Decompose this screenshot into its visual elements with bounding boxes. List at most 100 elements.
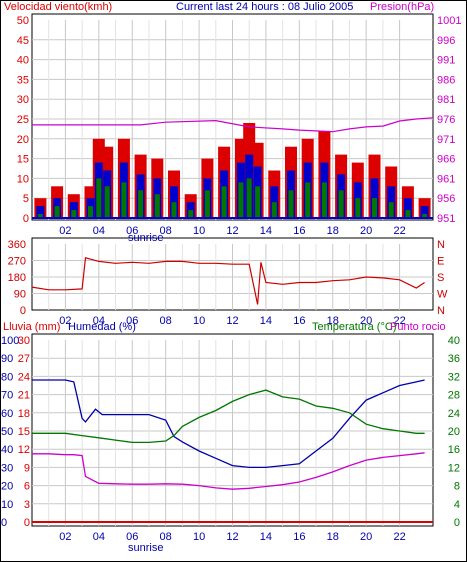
temperature-line [32,389,425,444]
temp-title: Temperatura (°C) [312,321,396,333]
climate-x-tick-label: 04 [93,531,105,543]
pressure-y-tick-label: 966 [437,154,455,166]
wind-min-bar [271,202,277,218]
humidity-line [32,379,425,469]
pressure-title: Presion(hPa) [370,1,434,13]
climate-x-tick-label: 06 [126,531,138,543]
wind-min-bar [88,206,93,218]
humidity-y-tick-label: 90 [1,353,13,365]
direction-y-tick-label: 0 [20,305,26,317]
wind-y-tick-label: 20 [17,134,29,146]
wind-y-tick-label: 35 [17,74,29,86]
humidity-y-tick-label: 70 [1,390,13,402]
wind-min-bar [96,178,102,218]
humidity-y-tick-label: 20 [1,481,13,493]
direction-x-tick-label: 14 [260,315,272,327]
climate-x-tick-label: 18 [327,531,339,543]
pressure-line [32,117,434,133]
wind-y-tick-label: 10 [17,173,29,185]
humidity-y-tick-label: 80 [1,371,13,383]
climate-marks [32,379,433,523]
wind-x-tick-label: 14 [260,225,272,237]
rain-y-tick-label: 15 [18,426,30,438]
humidity-y-tick-label: 50 [1,426,13,438]
wind-y-tick-label: 15 [17,154,29,166]
wind-min-bar [305,182,311,218]
temp-y-tick-label: 16 [448,444,460,456]
wind-title: Velocidad viento(kmh) [4,1,112,13]
direction-x-tick-label: 12 [226,315,238,327]
direction-x-tick-label: 08 [160,315,172,327]
rain-y-tick-label: 30 [18,335,30,347]
direction-y-tick-label: 180 [8,272,26,284]
wind-min-bar [355,198,361,218]
wind-y-tick-label: 5 [23,193,29,205]
wind-x-tick-label: 10 [193,225,205,237]
rain-y-tick-label: 9 [24,462,30,474]
temp-y-tick-label: 28 [448,390,460,402]
pressure-y-tick-label: 981 [437,94,455,106]
direction-x-tick-label: 02 [59,315,71,327]
wind-min-bar [154,194,160,218]
wind-min-bar [171,202,177,218]
wind-y-tick-label: 45 [17,35,29,47]
direction-x-tick-label: 10 [193,315,205,327]
rain-title: Lluvia (mm) [3,321,60,333]
compass-tick-label: N [437,305,445,317]
wind-x-tick-label: 16 [293,225,305,237]
temp-y-tick-label: 36 [448,353,460,365]
compass-tick-label: W [437,289,448,301]
humidity-y-tick-label: 100 [1,335,19,347]
climate-x-tick-label: 12 [226,531,238,543]
pressure-y-tick-label: 991 [437,55,455,67]
wind-x-tick-label: 12 [226,225,238,237]
wind-x-tick-label: 08 [160,225,172,237]
pressure-y-tick-label: 951 [437,213,455,225]
wind-min-bar [246,178,252,218]
climate-x-tick-label: 08 [160,531,172,543]
direction-axes: 02 04 06 08 10 12 14 16 18 20 22 0 N 90 W 180 S 270 E 360 N [8,239,448,327]
wind-avg-bar [170,186,178,218]
wind-avg-bar [36,206,45,218]
climate-x-tick-label: 02 [59,531,71,543]
rain-y-tick-label: 12 [18,444,30,456]
rain-y-tick-label: 24 [18,371,30,383]
temp-y-tick-label: 8 [454,481,460,493]
compass-tick-label: N [437,239,445,251]
direction-x-tick-label: 04 [93,315,105,327]
wind-y-tick-label: 30 [17,94,29,106]
wind-avg-bar [270,186,279,218]
temp-y-tick-label: 12 [448,462,460,474]
humidity-y-tick-label: 10 [1,499,13,511]
wind-min-bar [422,214,428,218]
humidity-title: Humedad (%) [68,321,136,333]
direction-x-tick-label: 06 [126,315,138,327]
temp-y-tick-label: 40 [448,335,460,347]
wind-min-bar [238,182,244,218]
direction-marks [31,257,425,305]
pressure-y-tick-label: 961 [437,173,455,185]
wind-min-bar [138,190,144,218]
wind-axes: 02 04 06 08 10 12 14 16 18 20 22 0 5 10 15 20 25 30 35 40 45… [17,15,462,237]
temp-y-tick-label: 4 [454,499,460,511]
center-title: Current last 24 hours : 08 Julio 2005 [176,1,353,13]
wind-min-bar [104,186,110,218]
wind-min-bar [37,214,43,218]
pressure-y-tick-label: 996 [437,35,455,47]
compass-tick-label: E [437,256,444,268]
direction-y-tick-label: 360 [8,239,26,251]
wind-avg-bar [420,206,429,218]
wind-min-bar [388,202,394,218]
pressure-y-tick-label: 971 [437,134,455,146]
wind-y-tick-label: 25 [17,114,29,126]
direction-x-tick-label: 18 [327,315,339,327]
wind-min-bar [372,198,377,218]
rain-y-tick-label: 18 [18,408,30,420]
wind-x-tick-label: 02 [59,225,71,237]
direction-y-tick-label: 90 [14,289,26,301]
direction-line [31,257,425,305]
pressure-y-tick-label: 956 [437,193,455,205]
wind-min-bar [221,186,227,218]
climate-x-tick-label: 16 [293,531,305,543]
dew-title: Punto rocio [390,321,446,333]
